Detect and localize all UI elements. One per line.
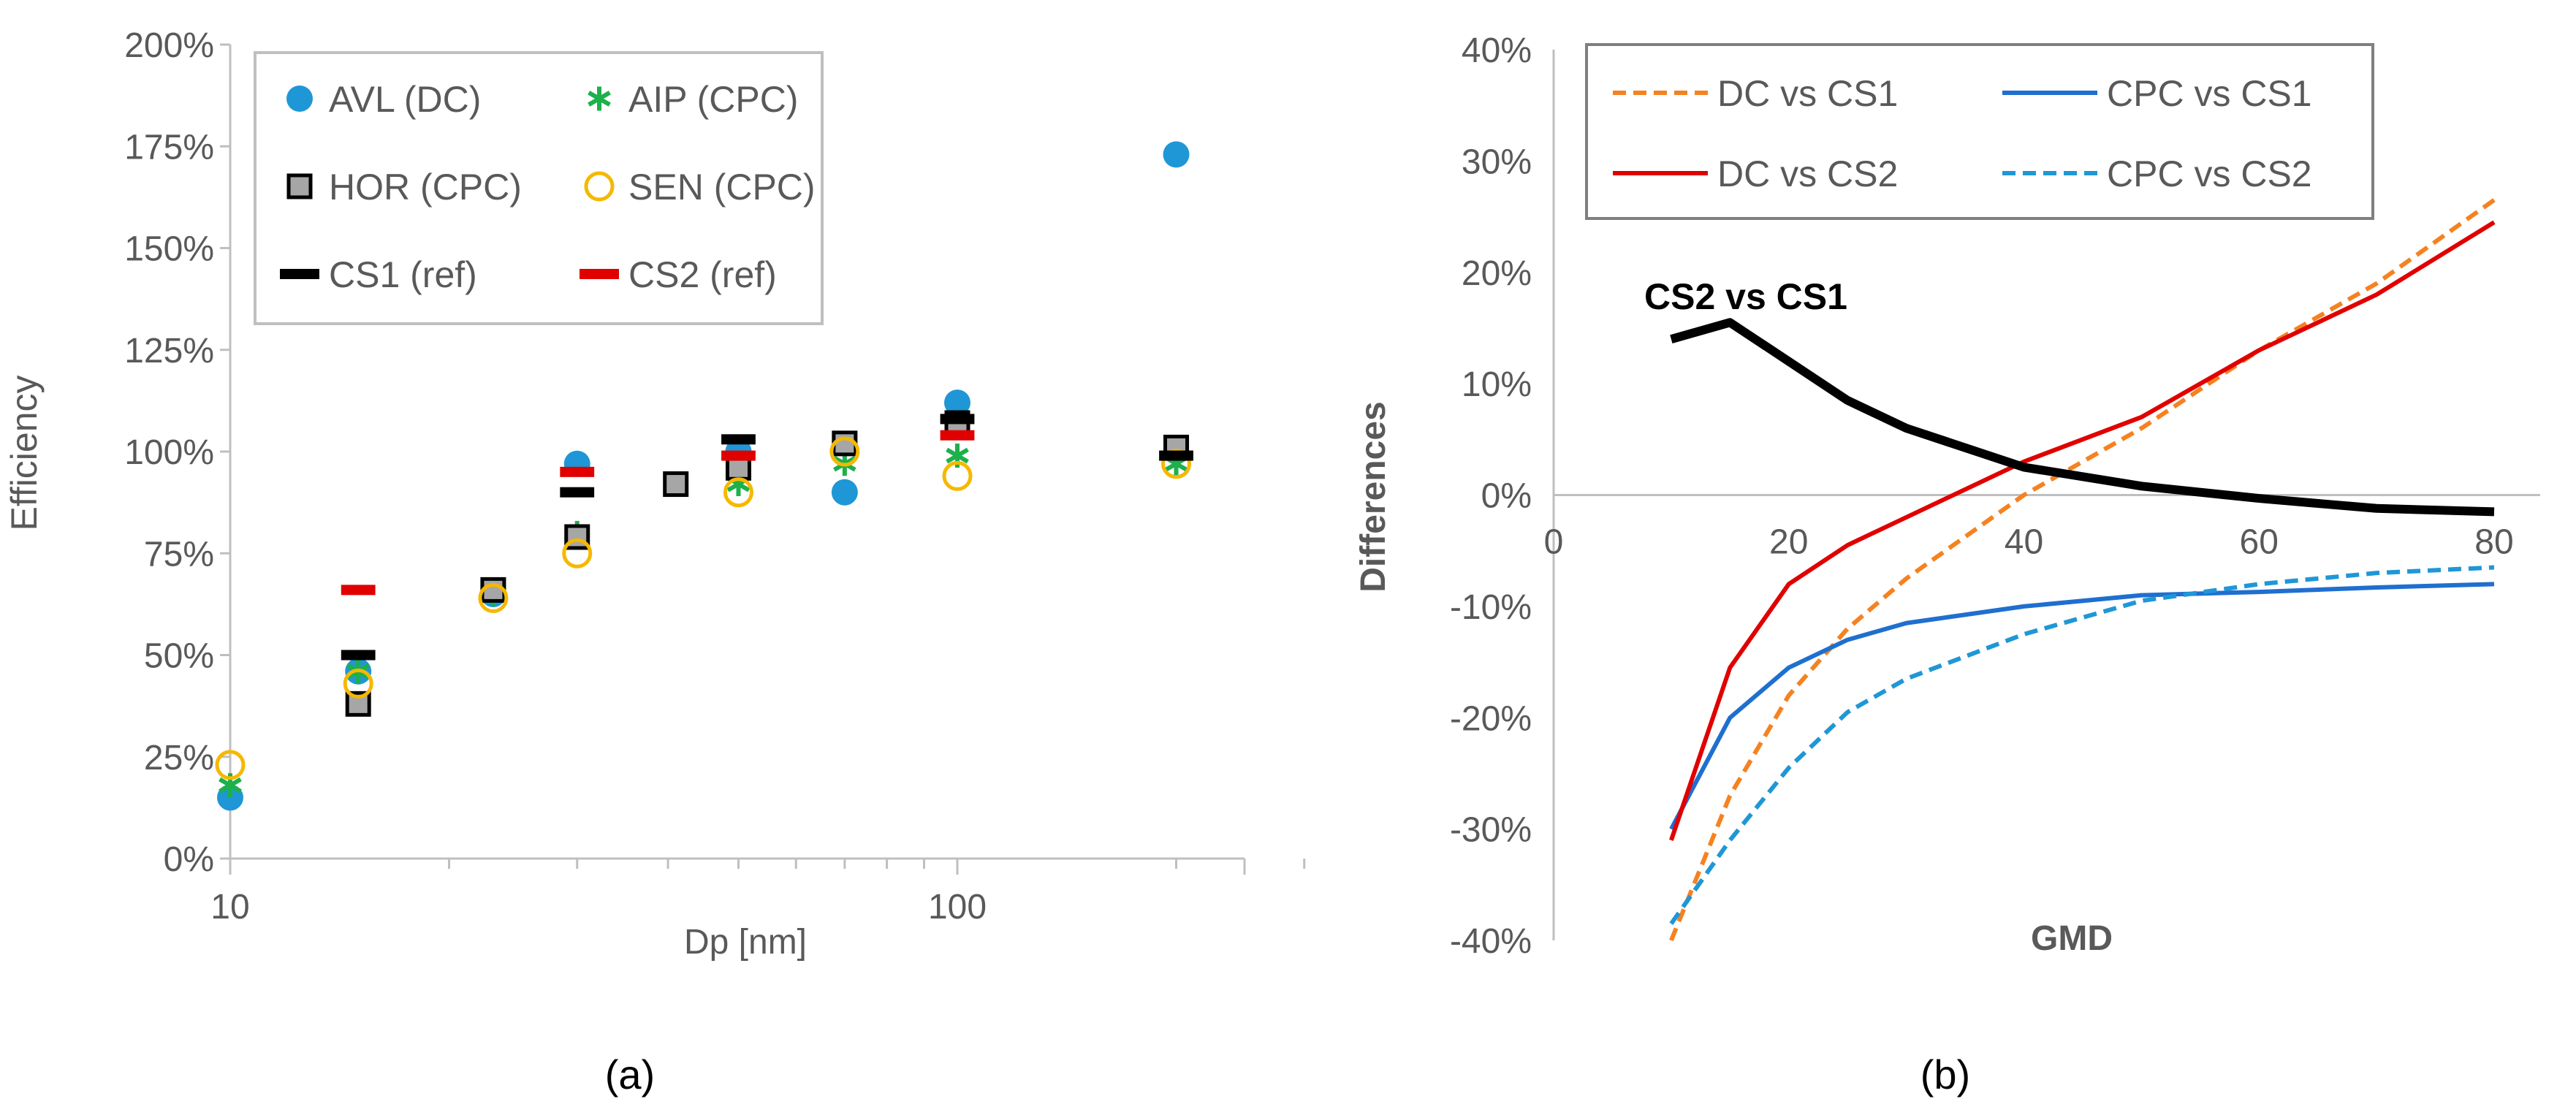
y-axis-title: Differences: [1354, 401, 1393, 592]
y-tick-label: -10%: [1450, 588, 1532, 627]
star-stroke: [219, 777, 242, 794]
legend-label: DC vs CS2: [1717, 153, 1898, 194]
x-tick-label: 10: [210, 888, 249, 927]
data-point: [721, 450, 756, 461]
legend-label: SEN (CPC): [628, 167, 816, 208]
y-tick-label: 175%: [124, 128, 214, 167]
y-tick-label: 0%: [164, 840, 214, 879]
series-aip-cpc: [219, 444, 1188, 798]
y-tick-label: 75%: [144, 535, 214, 574]
legend-marker: [588, 86, 611, 111]
y-tick-label: 30%: [1462, 142, 1532, 181]
y-tick-label: 150%: [124, 230, 214, 269]
y-tick-label: 100%: [124, 433, 214, 472]
y-tick-label: 200%: [124, 26, 214, 65]
y-tick-label: 125%: [124, 332, 214, 370]
legend-label: CPC vs CS1: [2107, 73, 2312, 114]
legend-label: CPC vs CS2: [2107, 153, 2312, 194]
data-point: [478, 583, 509, 614]
legend-label: CS1 (ref): [329, 254, 477, 295]
panel-b-differences-chart: -40% -30% -20% -10% 0% 10% 20% 30% 40% 0 20 40 60 80 G…: [1354, 31, 2540, 961]
data-point: [562, 538, 593, 568]
legend-marker: [286, 173, 313, 199]
panel-b-label: (b): [1920, 1051, 1970, 1098]
data-point: [940, 430, 975, 441]
data-point: [832, 430, 858, 457]
data-point: [721, 434, 756, 445]
y-tick-label: -40%: [1450, 922, 1532, 961]
legend-label: CS2 (ref): [628, 254, 777, 295]
x-tick-label: 60: [2240, 523, 2279, 562]
y-tick-label: 10%: [1462, 365, 1532, 404]
x-axis-title: Dp [nm]: [684, 923, 807, 962]
data-point: [831, 479, 858, 506]
data-point: [215, 750, 246, 780]
legend: DC vs CS1 CPC vs CS1 DC vs CS2 CPC vs CS2: [1585, 43, 2374, 220]
legend-label: AIP (CPC): [628, 79, 798, 120]
data-point: [560, 487, 595, 498]
data-point: [942, 460, 973, 491]
legend-label: HOR (CPC): [329, 167, 522, 208]
data-point: [341, 585, 376, 596]
star-stroke: [946, 447, 969, 464]
x-tick-label: 0: [1544, 523, 1564, 562]
series-sen-cpc: [215, 436, 1192, 780]
y-tick-label: 40%: [1462, 31, 1532, 70]
data-point: [723, 477, 753, 508]
data-point: [343, 668, 373, 699]
x-axis-title: GMD: [2031, 919, 2113, 958]
legend-box: [1585, 43, 2374, 220]
legend-label: DC vs CS1: [1717, 73, 1898, 114]
y-tick-label: -30%: [1450, 811, 1532, 850]
y-tick-label: 25%: [144, 739, 214, 777]
x-tick-label: 20: [1769, 523, 1808, 562]
y-tick-label: 0%: [1481, 477, 1532, 516]
legend-marker: [286, 85, 313, 112]
x-tick-label: 80: [2474, 523, 2513, 562]
data-point: [480, 577, 506, 603]
y-tick-label: -20%: [1450, 699, 1532, 738]
y-axis-title: Efficiency: [4, 375, 45, 530]
legend-marker: [584, 171, 615, 202]
series-line-cs2-vs-cs1: [1670, 318, 2495, 517]
legend-marker: [280, 269, 319, 279]
data-point: [341, 650, 376, 661]
series-line-dc-vs-cs2: [1669, 220, 2496, 841]
data-point: [663, 471, 689, 498]
data-point: [560, 466, 595, 477]
legend-marker: [580, 269, 619, 279]
series-cs2-ref: [341, 430, 975, 596]
data-point: [1163, 141, 1190, 168]
x-tick-label: 100: [928, 888, 987, 927]
data-point: [829, 436, 860, 467]
series-line-cpc-vs-cs2: [1669, 565, 2495, 925]
series-cs1-ref: [341, 414, 1193, 661]
data-point: [944, 389, 970, 416]
data-point: [1159, 450, 1193, 461]
legend: AVL (DC) AIP (CPC) HOR (CPC) SEN (CPC) CS1 (…: [254, 51, 824, 325]
y-tick-label: 20%: [1462, 254, 1532, 293]
series-line-cpc-vs-cs1: [1669, 582, 2495, 831]
annotation-cs2-vs-cs1: CS2 vs CS1: [1644, 276, 1847, 317]
star-stroke: [588, 91, 611, 107]
series-line-dc-vs-cs1: [1669, 198, 2496, 942]
legend-box: [254, 51, 824, 325]
legend-label: AVL (DC): [329, 79, 481, 120]
data-point: [940, 414, 975, 425]
panel-a-label: (a): [605, 1051, 655, 1098]
y-tick-label: 50%: [144, 637, 214, 676]
series-hor-cpc: [345, 410, 1190, 717]
x-tick-label: 40: [2005, 523, 2043, 562]
panel-a-efficiency-chart: 0% 25% 50% 75% 100% 125% 150% 175% 200% 10 100 Dp […: [4, 26, 1306, 962]
